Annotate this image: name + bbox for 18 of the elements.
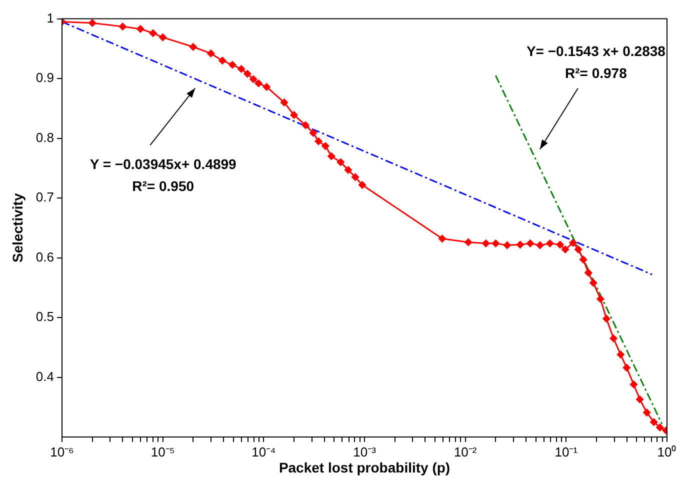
x-tick-label: 10⁻¹ [554,444,578,460]
x-tick-label: 10⁻² [454,444,478,460]
x-tick-label: 10⁰ [657,444,677,460]
x-tick-label: 10⁻⁵ [150,444,175,460]
y-tick-label: 0.9 [36,70,54,86]
y-tick-label: 0.5 [36,309,54,324]
y-axis-title: Selectivity [9,193,26,263]
x-tick-label: 10⁻⁴ [252,444,276,460]
annotation: Y= −0.1543 x+ 0.2838 R²= 0.978 [526,43,666,82]
y-tick-label: 0.7 [36,190,54,205]
y-tick-label: 0.4 [36,368,54,384]
y-tick-label: 0.6 [36,249,54,264]
x-axis-title: Packet lost probability (p) [278,459,450,476]
annotation: Y = −0.03945x+ 0.4899 R²= 0.950 [90,156,237,194]
x-tick-label: 10⁻⁶ [50,444,74,460]
y-tick-label: 0.8 [36,130,54,145]
x-tick-label: 10⁻³ [353,444,377,460]
y-tick-label: 1 [46,10,54,26]
